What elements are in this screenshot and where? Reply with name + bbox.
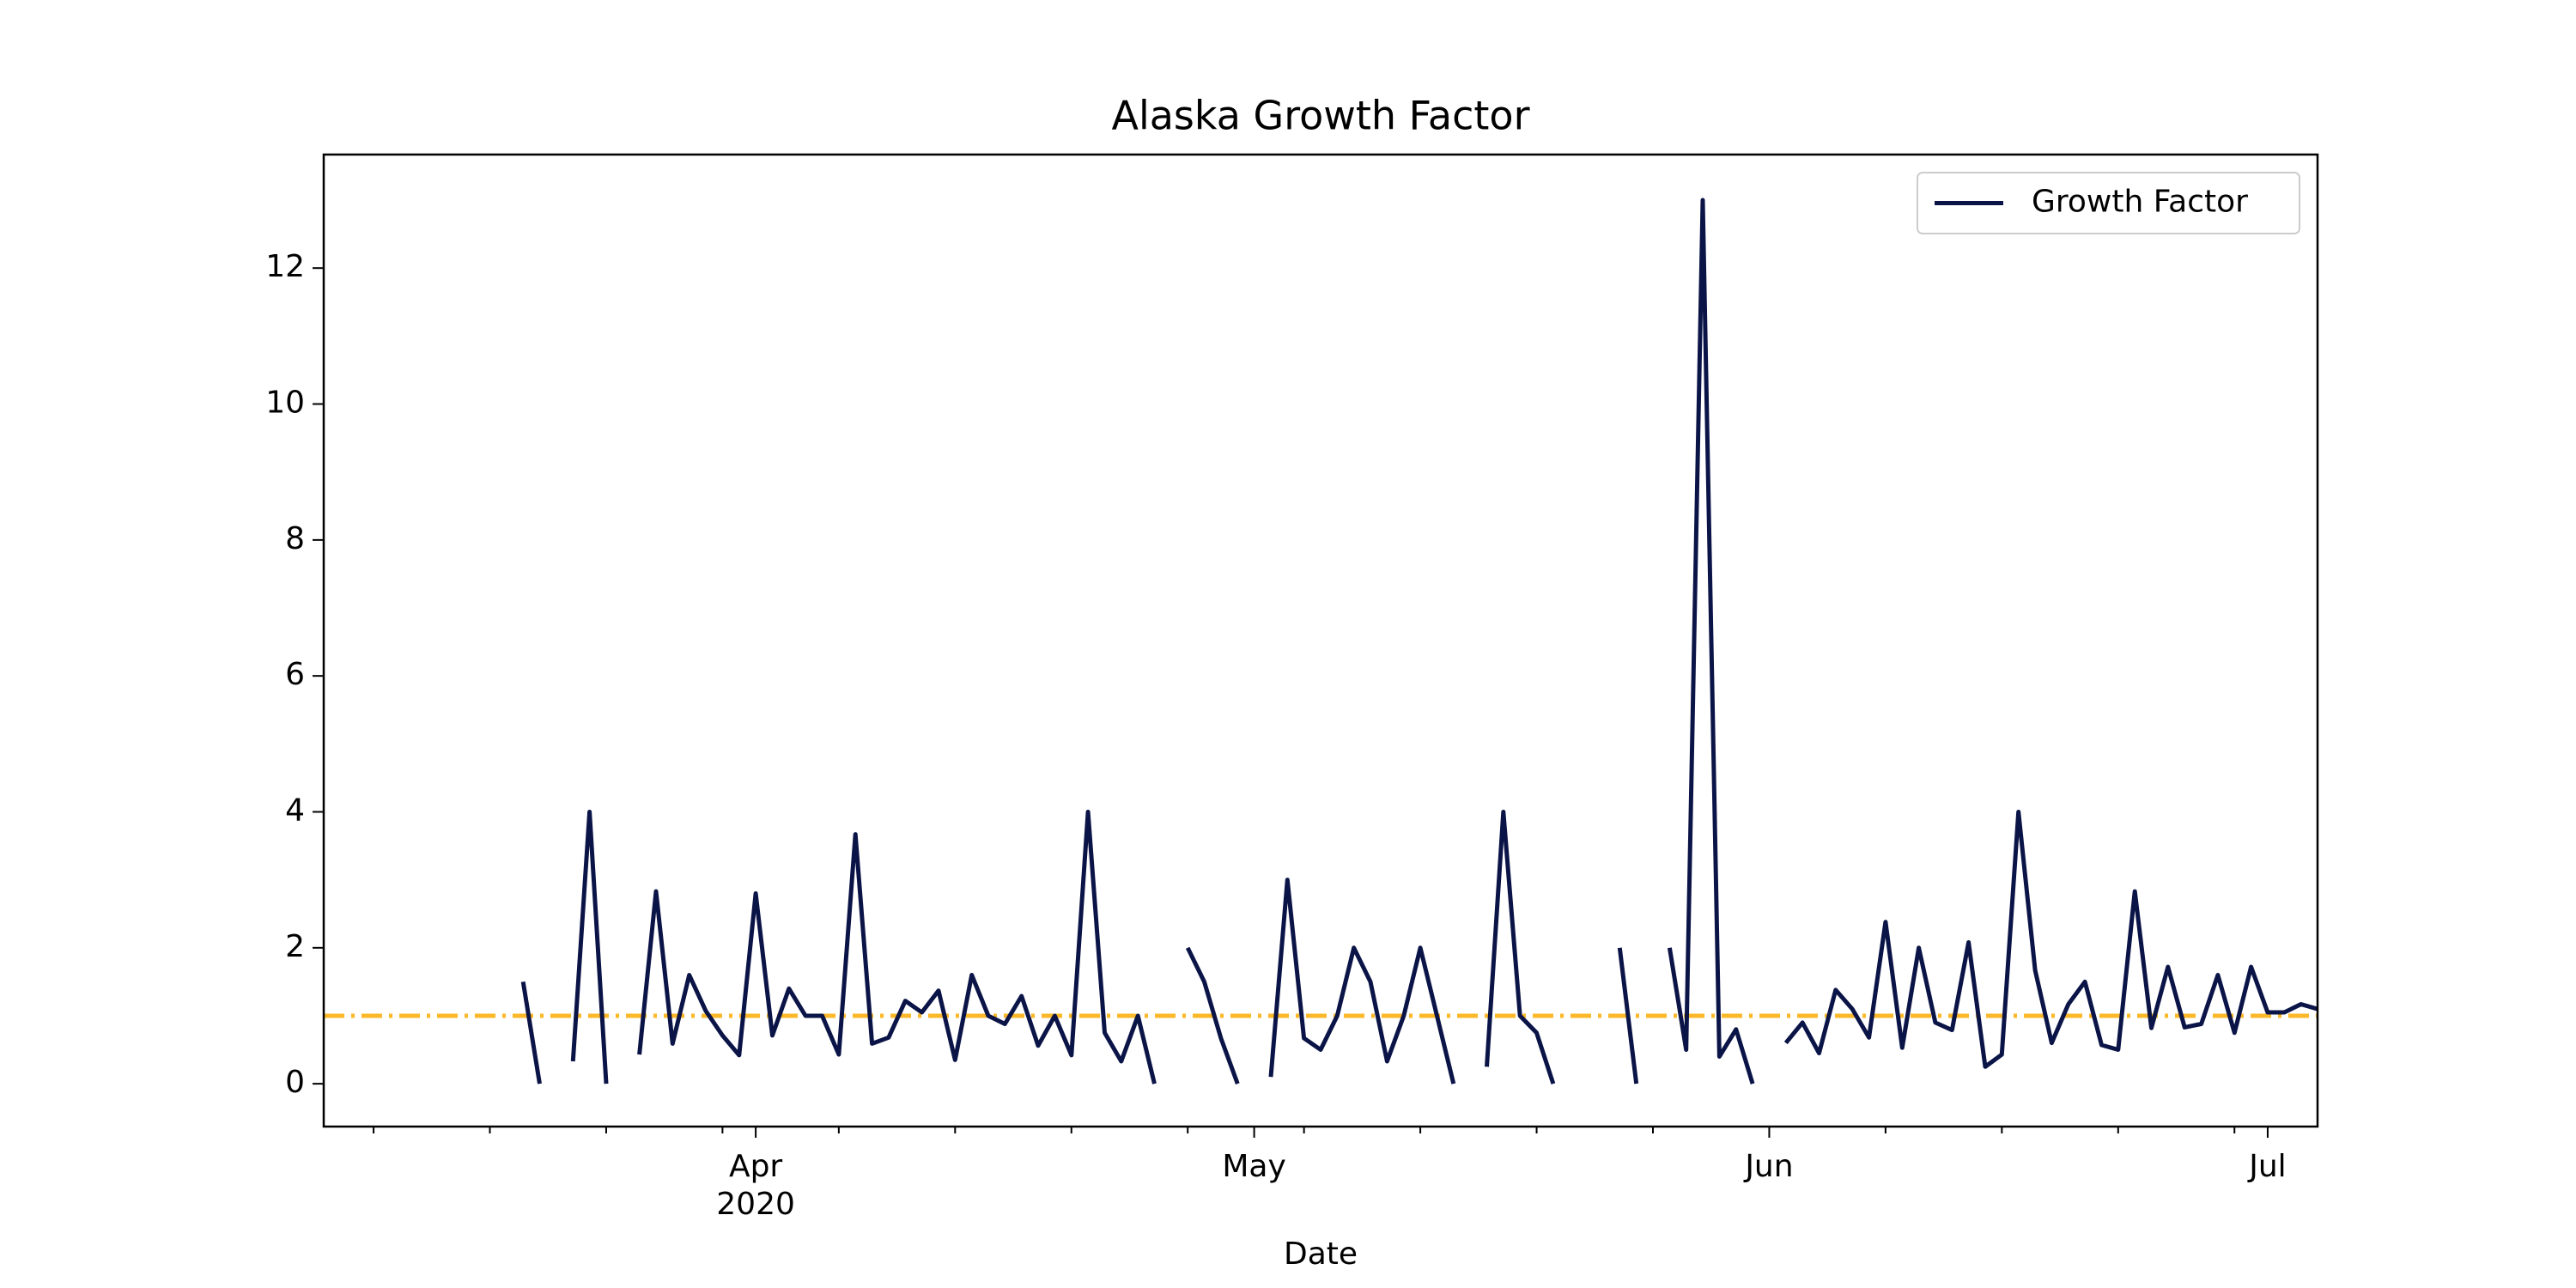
x-tick-label: Jul [2247, 1149, 2286, 1184]
x-tick-label: Jun [1743, 1149, 1793, 1184]
y-tick-label: 6 [285, 657, 305, 692]
y-tick-label: 12 [265, 249, 305, 284]
x-tick-sublabel: 2020 [716, 1187, 795, 1222]
plot-frame [322, 153, 2319, 1128]
y-tick-label: 2 [285, 929, 305, 964]
y-tick-label: 10 [265, 386, 305, 421]
legend-box [1917, 172, 2300, 234]
chart-title: Alaska Growth Factor [1112, 93, 1530, 139]
y-tick-label: 8 [285, 521, 305, 556]
y-tick-label: 0 [285, 1065, 305, 1100]
x-tick-label: May [1222, 1149, 1285, 1184]
legend-label: Growth Factor [2032, 185, 2248, 220]
x-tick-label: Apr [729, 1149, 782, 1184]
x-axis-label: Date [1284, 1236, 1358, 1272]
y-tick-label: 4 [285, 793, 305, 828]
data-line [520, 197, 2318, 1084]
